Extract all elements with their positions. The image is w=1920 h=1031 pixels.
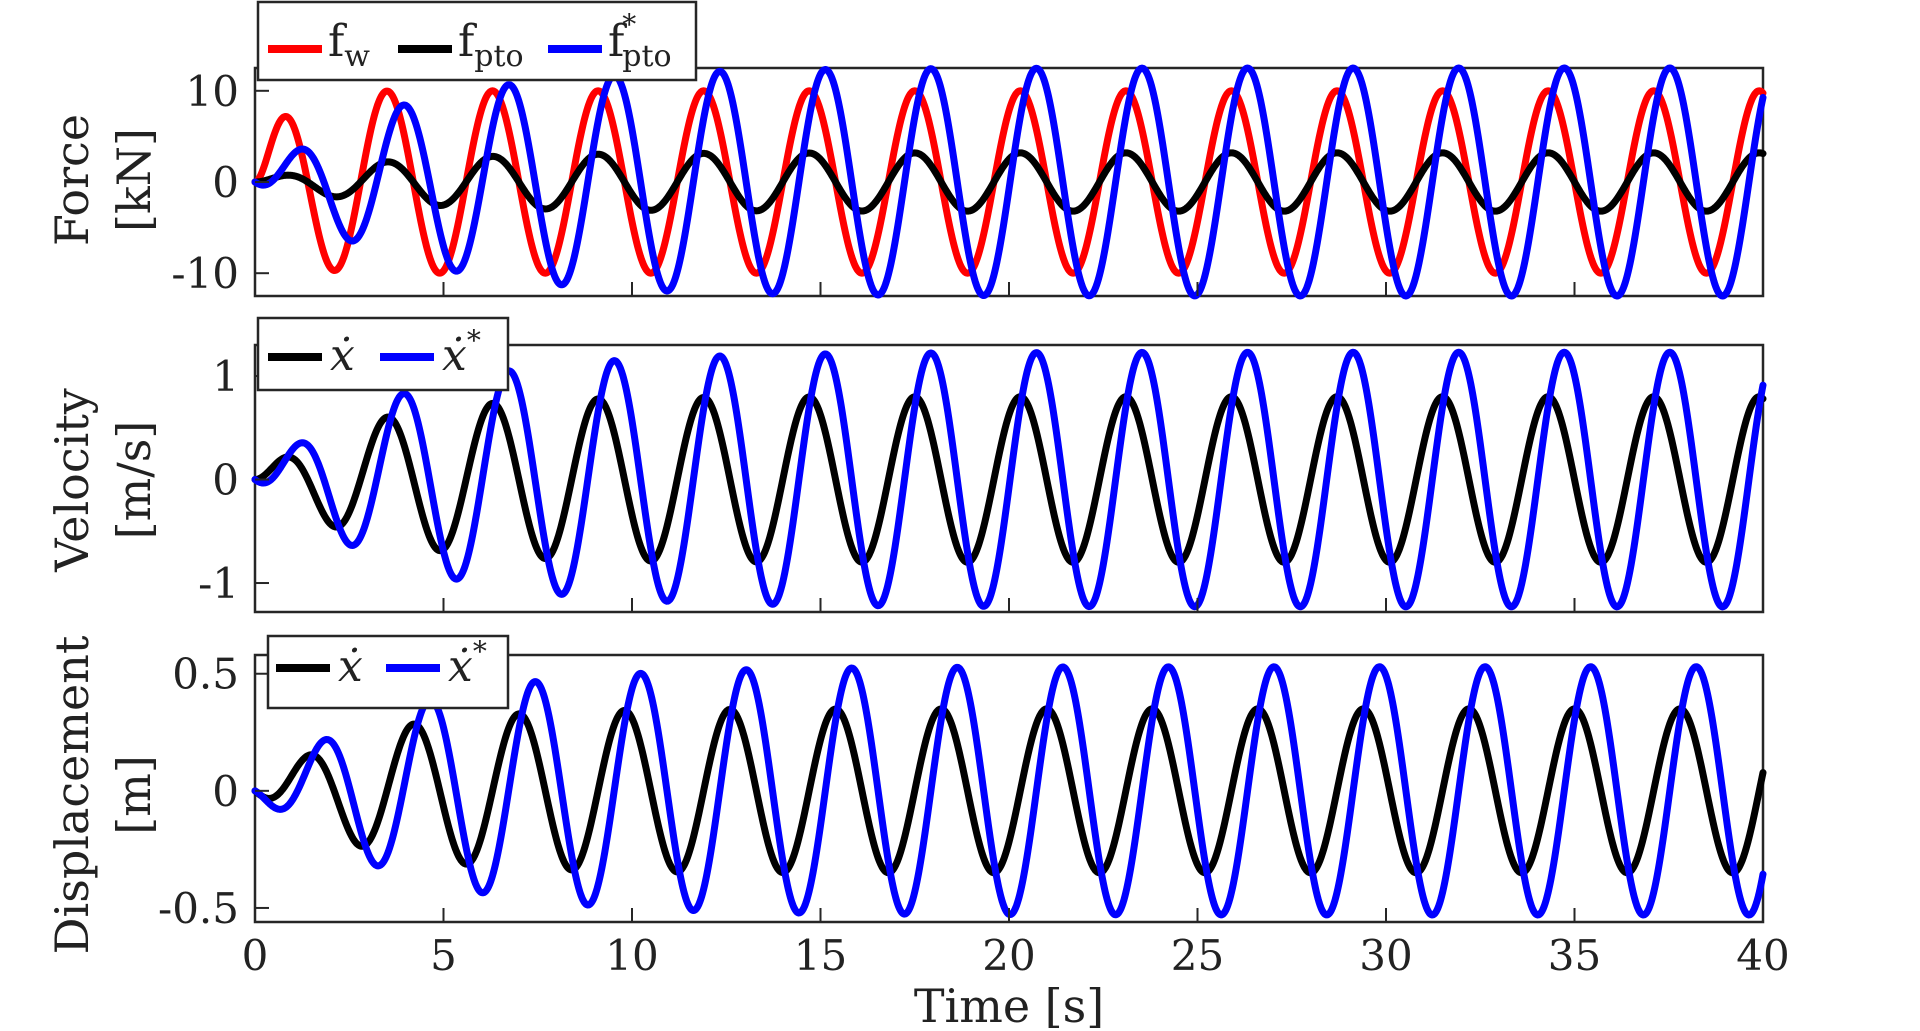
series-line-2-0 [251,705,1767,877]
force-y-ticks: -10 0 10 [171,67,269,298]
force-legend: fw fpto f* pto [256,0,698,82]
series-line-0-0 [251,87,1767,277]
x-tick-label-3: 15 [794,931,847,980]
x-tick-label-1: 5 [430,931,457,980]
legend-label-fpto: fpto [458,16,524,74]
displacement-panel: -0.500.5 0 5 10 15 20 25 30 35 40 Displacement [… [45,634,1790,1031]
force-legend-box [256,0,698,82]
velocity-ylabel-line1: Velocity [45,388,99,573]
velocity-legend: ẋ ẋ* [256,316,510,392]
legend-label-xdot-2: ẋ [338,641,363,692]
x-tick-label-5: 25 [1171,931,1224,980]
y-tick-label-1-2: 1 [212,352,239,401]
legend-label-fpto-star: f* pto [608,8,672,74]
displacement-x-ticks: 0 5 10 15 20 25 30 35 40 [242,908,1790,980]
force-ylabel-line2: [kN] [107,128,161,232]
x-tick-label-2: 10 [605,931,658,980]
displacement-ylabel-line2: [m] [107,755,161,835]
y-tick-label-0-0: -10 [171,249,239,298]
force-ylabel-line1: Force [45,114,99,246]
y-tick-label-1-1: 0 [212,456,239,505]
y-tick-label-2-2: 0.5 [172,650,239,699]
series-line-0-1 [251,149,1767,215]
velocity-y-ticks: -1 0 1 [198,352,269,608]
force-panel: -10 0 10 Force [kN] fw fpto f* pto [45,0,1767,300]
x-axis-label: Time [s] [914,979,1104,1031]
y-tick-label-0-2: 10 [186,67,239,116]
y-tick-label-1-0: -1 [198,559,239,608]
y-tick-label-2-1: 0 [212,767,239,816]
y-tick-label-0-1: 0 [212,158,239,207]
legend-label-xdot: ẋ [330,330,355,381]
velocity-x-ticks [254,598,1764,612]
force-x-ticks [254,282,1764,296]
x-tick-label-6: 30 [1359,931,1412,980]
force-series [251,64,1767,300]
x-tick-label-8: 40 [1736,931,1789,980]
x-tick-label-0: 0 [242,931,269,980]
series-line-1-0 [251,393,1767,566]
x-tick-label-4: 20 [982,931,1035,980]
x-tick-label-7: 35 [1548,931,1601,980]
velocity-panel: -1 0 1 Velocity [m/s] ẋ ẋ* [45,316,1767,614]
velocity-ylabel-line2: [m/s] [107,421,161,540]
legend-label-fw: fw [328,16,370,74]
y-tick-label-2-0: -0.5 [158,884,239,933]
legend-label-xdot-star: ẋ* [442,324,481,381]
displacement-y-ticks: -0.5 0 0.5 [158,650,269,933]
legend-label-xdot-star-2: ẋ* [448,635,487,692]
displacement-ylabel-line1: Displacement [45,635,99,954]
displacement-legend: ẋ ẋ* [266,634,510,710]
series-line-0-2 [251,64,1767,300]
